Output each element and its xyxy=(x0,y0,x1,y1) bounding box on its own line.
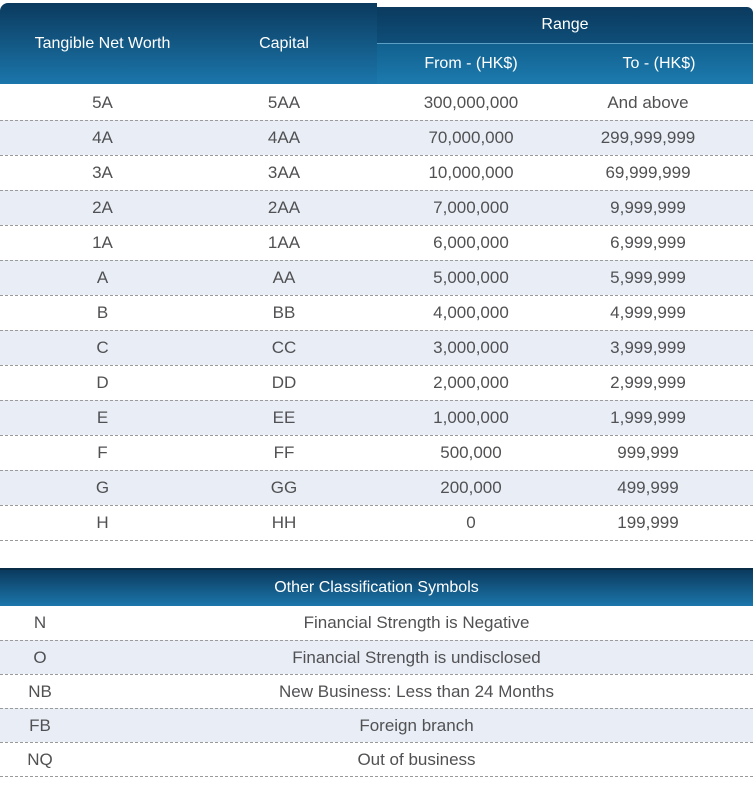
tangible-net-worth-table: Tangible Net Worth Capital Range From - … xyxy=(0,0,753,541)
capital-value: AA xyxy=(272,268,296,287)
range-from-value: 5,000,000 xyxy=(433,268,509,287)
capital-value: DD xyxy=(271,373,297,392)
header-left-block: Tangible Net Worth Capital xyxy=(0,3,377,84)
tangible-net-worth-value: 4A xyxy=(92,128,113,147)
other-classification-symbols-table: Other Classification Symbols N Financial… xyxy=(0,568,753,777)
range-to-value: 199,999 xyxy=(617,513,679,532)
net-worth-table-header: Tangible Net Worth Capital Range From - … xyxy=(0,0,753,85)
net-worth-table-row: A AA 5,000,000 5,999,999 xyxy=(0,260,753,295)
net-worth-table-row: 2A 2AA 7,000,000 9,999,999 xyxy=(0,190,753,225)
range-from-value: 6,000,000 xyxy=(433,233,509,252)
capital-value: EE xyxy=(272,408,296,427)
classification-description: Financial Strength is undisclosed xyxy=(292,647,541,667)
net-worth-table-row: D DD 2,000,000 2,999,999 xyxy=(0,365,753,400)
other-symbols-table-body: N Financial Strength is Negative O Finan… xyxy=(0,606,753,777)
classification-description: Foreign branch xyxy=(359,715,474,735)
capital-value: BB xyxy=(272,303,296,322)
range-to-value: 299,999,999 xyxy=(600,128,696,147)
capital-value: FF xyxy=(273,443,295,462)
net-worth-table-row: 3A 3AA 10,000,000 69,999,999 xyxy=(0,155,753,190)
range-from-value: 200,000 xyxy=(440,478,502,497)
range-from-value: 500,000 xyxy=(440,443,502,462)
classification-description: Financial Strength is Negative xyxy=(303,613,530,632)
tangible-net-worth-value: C xyxy=(96,338,109,357)
range-from-value: 3,000,000 xyxy=(433,338,509,357)
classification-symbol: O xyxy=(33,647,47,667)
tangible-net-worth-value: A xyxy=(96,268,109,287)
capital-value: HH xyxy=(271,513,297,532)
net-worth-table-row: 4A 4AA 70,000,000 299,999,999 xyxy=(0,120,753,155)
column-header-tangible-net-worth: Tangible Net Worth xyxy=(34,34,171,52)
range-to-value: 6,999,999 xyxy=(610,233,686,252)
range-to-value: 499,999 xyxy=(617,478,679,497)
range-to-value: And above xyxy=(607,92,689,112)
range-to-value: 9,999,999 xyxy=(610,198,686,217)
net-worth-table-row: E EE 1,000,000 1,999,999 xyxy=(0,400,753,435)
net-worth-table-row: H HH 0 199,999 xyxy=(0,505,753,540)
other-symbols-row: FB Foreign branch xyxy=(0,708,753,742)
capital-value: CC xyxy=(271,338,297,357)
net-worth-table-row: B BB 4,000,000 4,999,999 xyxy=(0,295,753,330)
range-to-value: 999,999 xyxy=(617,443,679,462)
range-to-value: 2,999,999 xyxy=(610,373,686,392)
other-symbols-header: Other Classification Symbols xyxy=(0,568,753,606)
other-symbols-row: O Financial Strength is undisclosed xyxy=(0,640,753,674)
range-from-value: 70,000,000 xyxy=(428,128,514,147)
range-from-value: 1,000,000 xyxy=(433,408,509,427)
other-symbols-row: N Financial Strength is Negative xyxy=(0,606,753,640)
other-symbols-row: NB New Business: Less than 24 Months xyxy=(0,674,753,708)
range-to-value: 4,999,999 xyxy=(610,303,686,322)
classification-symbol: FB xyxy=(29,715,51,735)
tangible-net-worth-value: G xyxy=(95,478,110,497)
capital-value: 5AA xyxy=(267,92,301,112)
tangible-net-worth-value: E xyxy=(96,408,109,427)
range-from-value: 2,000,000 xyxy=(433,373,509,392)
capital-value: 1AA xyxy=(267,233,301,252)
capital-value: 4AA xyxy=(267,128,301,147)
classification-symbol: NB xyxy=(28,681,52,701)
net-worth-table-body: 5A 5AA 300,000,000 And above 4A 4AA 70,0… xyxy=(0,85,753,541)
column-header-range-from: From - (HK$) xyxy=(424,55,518,72)
range-from-value: 4,000,000 xyxy=(433,303,509,322)
column-header-range: Range xyxy=(377,7,753,43)
range-subheader-row: From - (HK$) To - (HK$) xyxy=(377,43,753,84)
range-from-value: 10,000,000 xyxy=(428,163,514,182)
net-worth-table-row: 5A 5AA 300,000,000 And above xyxy=(0,85,753,120)
range-from-value: 300,000,000 xyxy=(423,92,519,112)
tangible-net-worth-value: B xyxy=(96,303,109,322)
capital-value: 2AA xyxy=(267,198,301,217)
tangible-net-worth-value: 2A xyxy=(92,198,113,217)
net-worth-table-row: G GG 200,000 499,999 xyxy=(0,470,753,505)
range-from-value: 7,000,000 xyxy=(433,198,509,217)
net-worth-table-row: 1A 1AA 6,000,000 6,999,999 xyxy=(0,225,753,260)
tangible-net-worth-value: 1A xyxy=(92,233,113,252)
classification-description: Out of business xyxy=(357,749,476,769)
range-from-value: 0 xyxy=(466,513,476,532)
range-to-value: 5,999,999 xyxy=(610,268,686,287)
range-to-value: 69,999,999 xyxy=(605,163,691,182)
capital-value: 3AA xyxy=(267,163,301,182)
tangible-net-worth-value: F xyxy=(97,443,108,462)
classification-symbol: NQ xyxy=(27,749,53,769)
other-symbols-row: NQ Out of business xyxy=(0,742,753,776)
tangible-net-worth-value: H xyxy=(96,513,109,532)
column-header-range-to: To - (HK$) xyxy=(622,55,696,72)
range-to-value: 1,999,999 xyxy=(610,408,686,427)
classification-description: New Business: Less than 24 Months xyxy=(279,681,554,701)
column-header-capital: Capital xyxy=(259,34,309,52)
net-worth-table-row: F FF 500,000 999,999 xyxy=(0,435,753,470)
tangible-net-worth-value: D xyxy=(96,373,109,392)
net-worth-table-row: C CC 3,000,000 3,999,999 xyxy=(0,330,753,365)
tangible-net-worth-value: 3A xyxy=(92,163,113,182)
range-to-value: 3,999,999 xyxy=(610,338,686,357)
classification-symbol: N xyxy=(33,613,47,632)
tangible-net-worth-value: 5A xyxy=(92,92,113,112)
capital-value: GG xyxy=(270,478,298,497)
header-range-block: Range From - (HK$) To - (HK$) xyxy=(377,7,753,84)
